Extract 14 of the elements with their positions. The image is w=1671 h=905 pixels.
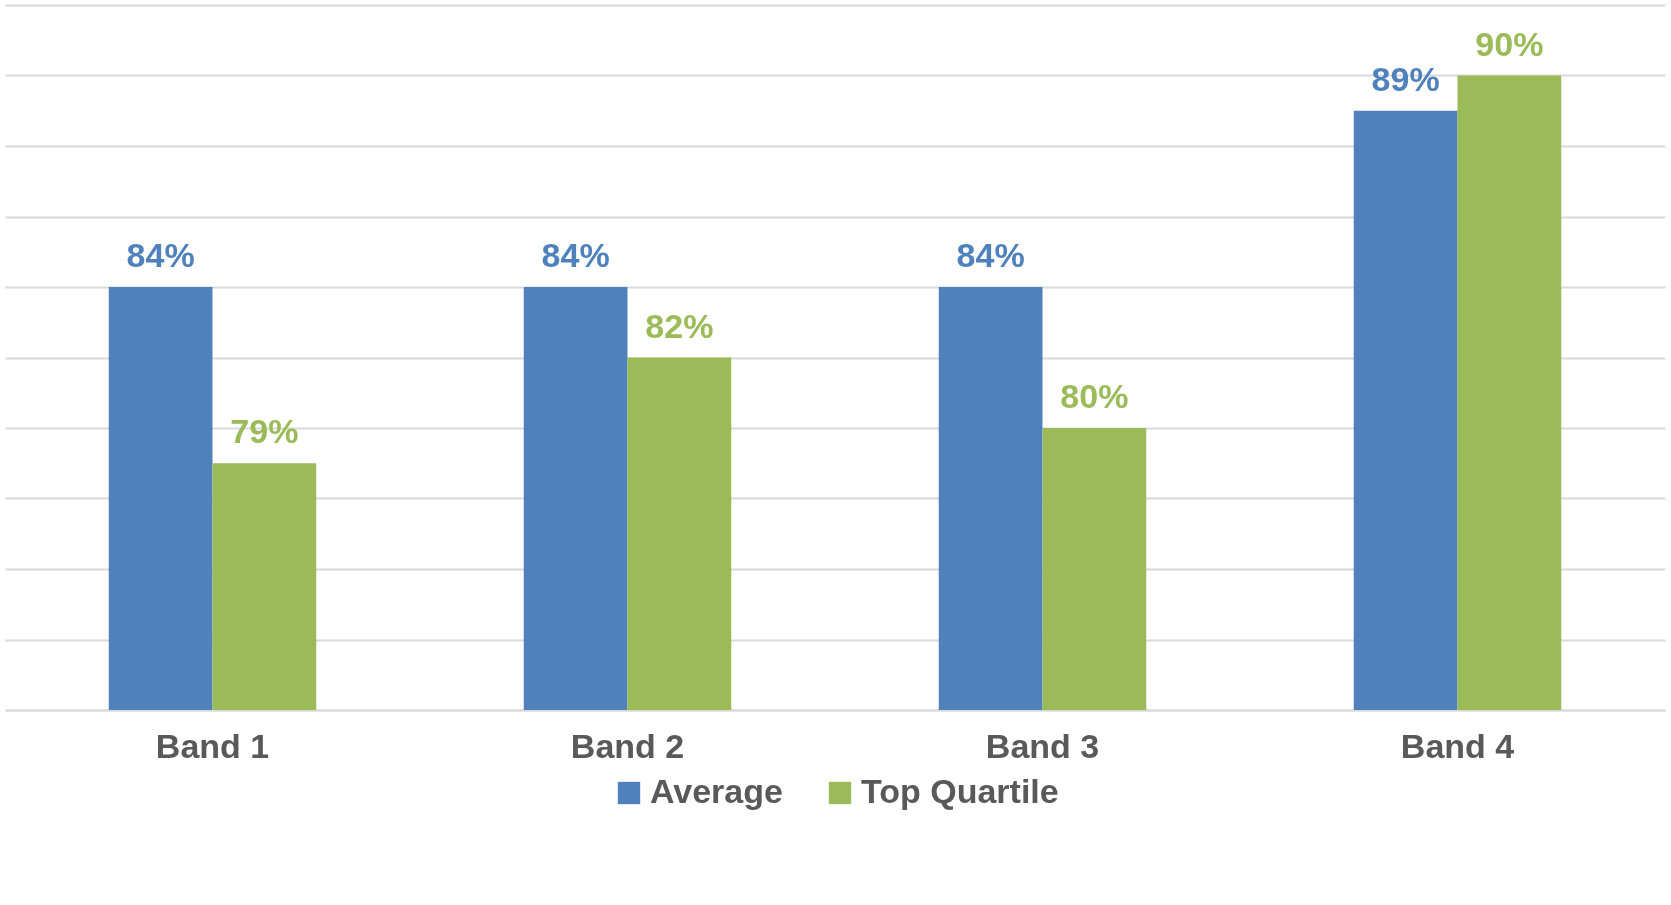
x-tick-label: Band 2 bbox=[570, 726, 685, 765]
data-label: 84% bbox=[956, 236, 1025, 274]
x-tick-label: Band 3 bbox=[985, 726, 1100, 765]
data-label: 80% bbox=[1060, 377, 1129, 415]
data-label: 82% bbox=[645, 306, 714, 345]
legend-label: Top Quartile bbox=[861, 772, 1059, 810]
x-tick-label: Band 1 bbox=[155, 726, 270, 765]
data-label: 89% bbox=[1371, 59, 1440, 98]
legend-label: Average bbox=[650, 772, 783, 810]
x-tick-label: Band 4 bbox=[1400, 726, 1515, 765]
data-label: 84% bbox=[541, 236, 610, 274]
data-label: 79% bbox=[230, 412, 299, 451]
data-label: 84% bbox=[126, 236, 195, 274]
data-label: 90% bbox=[1475, 24, 1544, 63]
